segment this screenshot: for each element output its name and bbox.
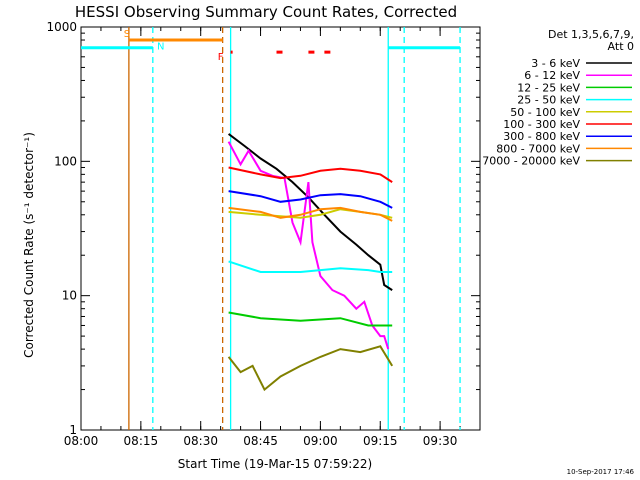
x-tick-label: 08:30 — [183, 434, 218, 448]
legend-header-line-2: Att 0 — [608, 40, 634, 53]
x-tick-label: 08:00 — [64, 434, 99, 448]
state-annotation-n: N — [157, 41, 164, 52]
x-tick-label: 09:00 — [303, 434, 338, 448]
footer-date: 10-Sep-2017 17:46 — [567, 468, 635, 476]
series-line — [227, 133, 393, 291]
legend-label: 100 - 300 keV — [503, 118, 580, 131]
legend-label: 6 - 12 keV — [524, 69, 580, 82]
x-tick-label: 09:30 — [423, 434, 458, 448]
series-line — [228, 260, 393, 273]
legend-header-line-1: Det 1,3,5,6,7,9, — [548, 28, 634, 41]
legend-label: 50 - 100 keV — [510, 106, 580, 119]
plot-area: 1 10 100 1000 08:00 08:15 08:30 08:45 09:00 09:15… — [46, 20, 481, 448]
series-line — [228, 166, 393, 183]
legend-label: 25 - 50 keV — [517, 94, 580, 107]
y-tick-label: 10 — [62, 289, 77, 303]
legend-label: 7000 - 20000 keV — [482, 155, 580, 168]
y-axis-label: Corrected Count Rate (s⁻¹ detector⁻¹) — [22, 132, 36, 358]
legend-label: 300 - 800 keV — [503, 130, 580, 143]
x-tick-label: 09:15 — [363, 434, 398, 448]
legend-label: 3 - 6 keV — [531, 57, 580, 70]
series-line — [228, 190, 393, 209]
state-annotation-s: S — [124, 29, 130, 40]
y-tick-label: 1 — [69, 423, 77, 437]
plot-frame — [80, 26, 481, 431]
legend-label: 12 - 25 keV — [517, 81, 580, 94]
series-line — [228, 206, 393, 222]
x-tick-label: 08:15 — [124, 434, 159, 448]
x-tick-label: 08:45 — [243, 434, 278, 448]
y-tick-label: 1000 — [46, 20, 77, 34]
legend-label: 800 - 7000 keV — [496, 142, 580, 155]
series-line — [228, 311, 393, 327]
x-axis-label: Start Time (19-Mar-15 07:59:22) — [178, 457, 372, 471]
state-annotation-f: F — [218, 52, 224, 63]
y-tick-label: 100 — [54, 154, 77, 168]
series-line — [227, 345, 394, 392]
chart-title: HESSI Observing Summary Count Rates, Cor… — [75, 3, 457, 21]
